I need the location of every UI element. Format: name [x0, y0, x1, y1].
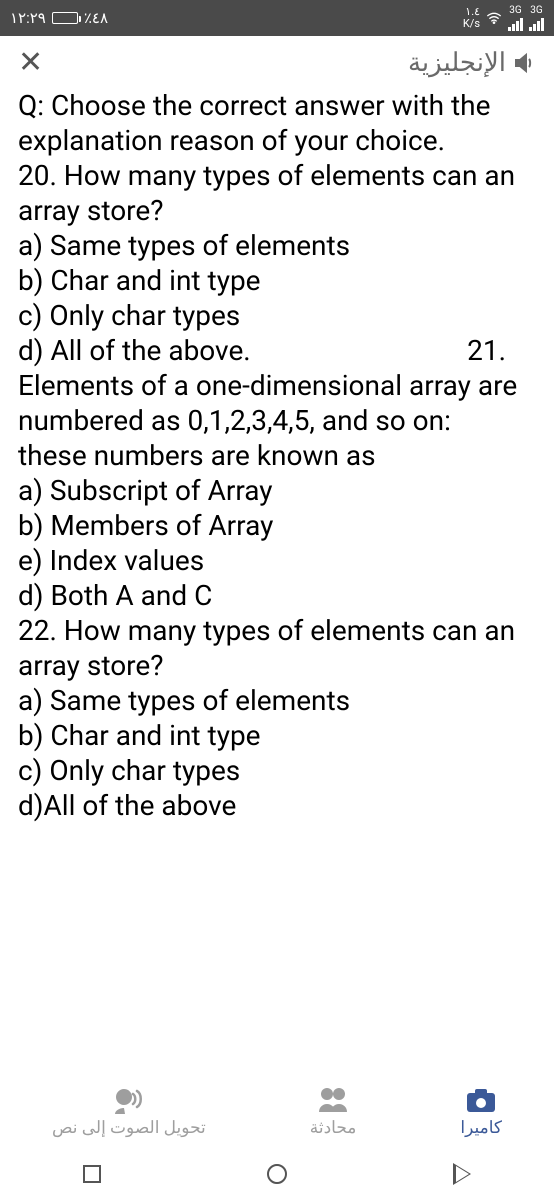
nav-home-button[interactable]	[259, 1156, 295, 1192]
tab-chat[interactable]: محادثة	[310, 1086, 357, 1138]
speaker-icon	[512, 51, 536, 75]
q22b: b) Char and int type	[18, 718, 536, 753]
q20a: a) Same types of elements	[18, 228, 536, 263]
tab-camera-label: كاميرا	[460, 1118, 502, 1138]
q22a: a) Same types of elements	[18, 683, 536, 718]
system-nav-bar	[0, 1148, 554, 1200]
signal-2: 3G	[529, 6, 544, 31]
q21d: d) Both A and C	[18, 578, 536, 613]
tab-voice-label: تحويل الصوت إلى نص	[52, 1118, 206, 1138]
status-bar: ١٢:٢٩ ٪٤٨ ١.٤ K/s 3G 3G	[0, 0, 554, 36]
q21-line2: these numbers are known as	[18, 438, 536, 473]
q21-line1: Elements of a one-dimensional array are …	[18, 368, 536, 438]
close-icon[interactable]: ✕	[18, 48, 43, 78]
q22d: d)All of the above	[18, 788, 536, 823]
q20c: c) Only char types	[18, 298, 536, 333]
q21-number: 21.	[467, 333, 536, 368]
tab-voice[interactable]: تحويل الصوت إلى نص	[52, 1086, 206, 1138]
status-left: ١٢:٢٩ ٪٤٨	[10, 9, 108, 27]
q21b: b) Members of Array	[18, 508, 536, 543]
q22: 22. How many types of elements can an ar…	[18, 613, 536, 683]
language-label[interactable]: الإنجليزية	[408, 48, 536, 78]
q21a: a) Subscript of Array	[18, 473, 536, 508]
header-row: ✕ الإنجليزية	[0, 36, 554, 88]
voice-icon	[113, 1086, 145, 1114]
status-right: ١.٤ K/s 3G 3G	[463, 6, 544, 31]
bottom-tabs: تحويل الصوت إلى نص محادثة كاميرا	[0, 1080, 554, 1148]
status-time: ١٢:٢٩	[10, 9, 46, 27]
q22c: c) Only char types	[18, 753, 536, 788]
signal-1: 3G	[508, 6, 523, 31]
q21e: e) Index values	[18, 543, 536, 578]
camera-icon	[465, 1086, 497, 1114]
q20: 20. How many types of elements can an ar…	[18, 158, 536, 228]
chat-icon	[317, 1086, 349, 1114]
tab-chat-label: محادثة	[310, 1118, 357, 1138]
q20d: d) All of the above.	[18, 333, 251, 368]
nav-recent-button[interactable]	[74, 1156, 110, 1192]
q-intro: Q: Choose the correct answer with the ex…	[18, 88, 536, 158]
network-speed: ١.٤ K/s	[463, 6, 480, 30]
q20d-row: d) All of the above. 21.	[18, 333, 536, 368]
tab-camera[interactable]: كاميرا	[460, 1086, 502, 1138]
battery-icon	[52, 12, 78, 24]
nav-back-button[interactable]	[444, 1156, 480, 1192]
question-content: Q: Choose the correct answer with the ex…	[0, 88, 554, 823]
battery-percent: ٪٤٨	[84, 9, 108, 27]
q20b: b) Char and int type	[18, 263, 536, 298]
wifi-icon	[486, 12, 502, 24]
